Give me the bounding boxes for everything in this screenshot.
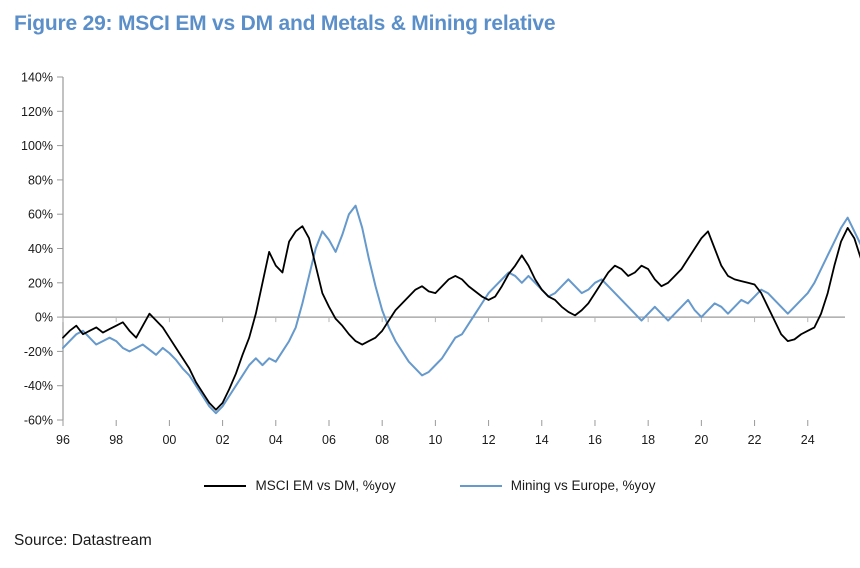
x-axis-tick-label: 18: [641, 433, 655, 447]
x-axis-tick-label: 14: [535, 433, 549, 447]
line-chart-svg: 140% 120% 100% 80% 60% 40% 20% 0% -20% -40% -60%96…: [21, 71, 860, 447]
chart-container: 140% 120% 100% 80% 60% 40% 20% 0% -20% -40% -60% 96…: [0, 60, 860, 460]
x-axis-tick-label: 12: [482, 433, 496, 447]
y-axis-tick-label: 140%: [21, 71, 53, 85]
series-line-msci-em-vs-dm: [62, 225, 860, 411]
x-axis-tick-label: 06: [322, 433, 336, 447]
figure-title: Figure 29: MSCI EM vs DM and Metals & Mi…: [14, 12, 556, 35]
source-note: Source: Datastream: [14, 532, 152, 549]
y-axis-tick-label: 60%: [28, 208, 53, 222]
x-axis-tick-label: 00: [162, 433, 176, 447]
y-axis-tick-label: -60%: [24, 414, 53, 428]
chart-legend: MSCI EM vs DM, %yoy Mining vs Europe, %y…: [0, 478, 860, 493]
y-axis-tick-label: -20%: [24, 345, 53, 359]
x-axis-tick-label: 08: [375, 433, 389, 447]
y-axis-tick-label: 20%: [28, 276, 53, 290]
x-axis-tick-label: 16: [588, 433, 602, 447]
y-axis-tick-label: 100%: [21, 139, 53, 153]
legend-label-msci-em-vs-dm: MSCI EM vs DM, %yoy: [255, 478, 396, 493]
legend-label-mining-vs-europe: Mining vs Europe, %yoy: [510, 478, 656, 493]
legend-item-mining-vs-europe: Mining vs Europe, %yoy: [459, 478, 656, 493]
legend-item-msci-em-vs-dm: MSCI EM vs DM, %yoy: [204, 478, 396, 493]
legend-swatch-mining-vs-europe: [459, 484, 502, 487]
x-axis-tick-label: 04: [269, 433, 283, 447]
y-axis-tick-label: 40%: [28, 242, 53, 256]
x-axis-tick-label: 22: [748, 433, 762, 447]
x-axis-tick-label: 96: [56, 433, 70, 447]
x-axis-tick-label: 02: [216, 433, 230, 447]
x-axis-tick-label: 24: [801, 433, 815, 447]
y-axis-tick-label: 0%: [35, 311, 53, 325]
series-line-mining-vs-europe: [62, 204, 860, 415]
x-axis-tick-label: 98: [109, 433, 123, 447]
y-axis-tick-label: 120%: [21, 105, 53, 119]
legend-swatch-msci-em-vs-dm: [204, 484, 247, 487]
x-axis-tick-label: 10: [428, 433, 442, 447]
x-axis-tick-label: 20: [694, 433, 708, 447]
y-axis-tick-label: 80%: [28, 173, 53, 187]
y-axis-tick-label: -40%: [24, 379, 53, 393]
